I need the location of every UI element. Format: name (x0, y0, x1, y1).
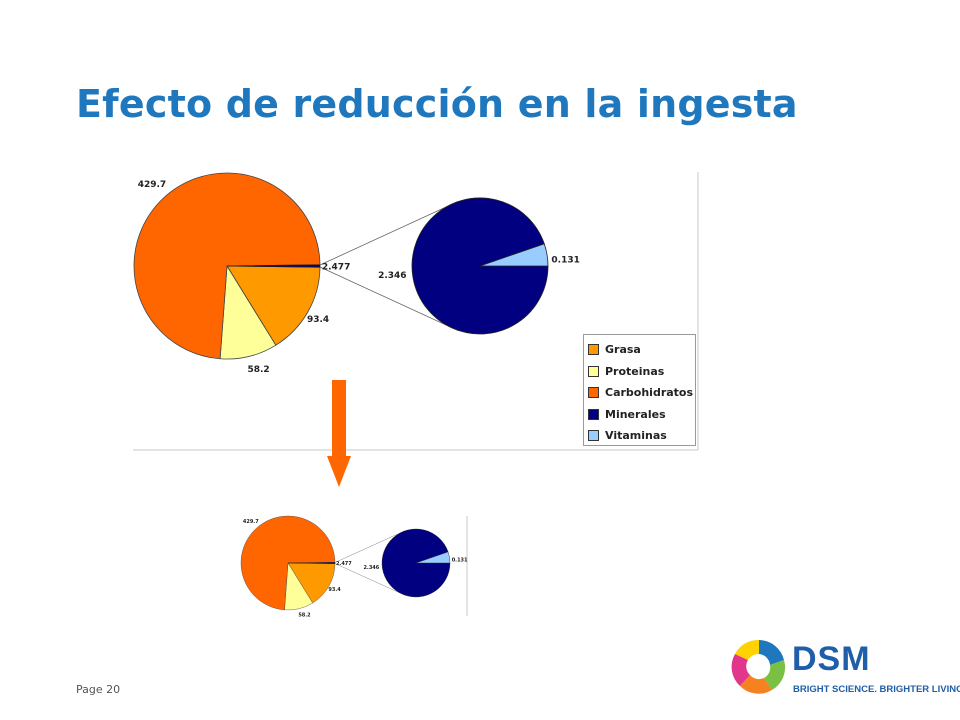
data-label-minerales: 2.346 (378, 271, 406, 281)
dsm-logo-icon (731, 639, 786, 694)
data-label-proteinas: 58.2 (298, 613, 311, 619)
pie-slice-vitaminas (479, 243, 549, 267)
pie-of-pie-chart-small: 429.7 93.4 58.2 2.477 2.346 0.131 (240, 515, 468, 619)
dsm-wordmark: DSM (792, 640, 871, 678)
legend-label: Minerales (605, 407, 666, 421)
pie-slice-vitaminas (415, 551, 451, 564)
connector-line-bottom (319, 266, 459, 331)
page-number: Page 20 (76, 683, 121, 696)
down-arrow-icon (327, 380, 351, 487)
legend-item-carbohidratos: Carbohidratos (588, 382, 695, 404)
data-label-grasa: 93.4 (307, 315, 329, 325)
dsm-tagline: BRIGHT SCIENCE. BRIGHTER LIVING. (793, 684, 960, 695)
data-label-grasa: 93.4 (328, 587, 341, 593)
chart-legend: Grasa Proteinas Carbohidratos Minerales Vita… (583, 334, 696, 446)
data-label-carbohidratos: 429.7 (138, 180, 166, 190)
legend-swatch (588, 344, 599, 356)
data-label-vitaminas: 0.131 (452, 557, 468, 563)
legend-swatch (588, 365, 599, 377)
dsm-logo: DSM BRIGHT SCIENCE. BRIGHTER LIVING. (726, 632, 960, 702)
connector-line-top (334, 530, 406, 563)
legend-label: Vitaminas (605, 429, 667, 443)
legend-item-vitaminas: Vitaminas (588, 425, 695, 447)
data-label-otros: 2.477 (336, 561, 352, 567)
connector-line-top (319, 201, 459, 266)
pie-of-pie-chart-large: 429.7 93.4 58.2 2.477 2.346 0.131 (133, 172, 699, 451)
legend-swatch (588, 387, 599, 399)
legend-label: Proteinas (605, 364, 665, 378)
slide-title: Efecto de reducción en la ingesta (76, 82, 798, 126)
legend-label: Grasa (605, 343, 641, 357)
legend-item-grasa: Grasa (588, 339, 695, 361)
legend-swatch (588, 408, 599, 420)
data-label-minerales: 2.346 (363, 565, 379, 571)
legend-swatch (588, 430, 599, 442)
data-label-carbohidratos: 429.7 (243, 519, 259, 525)
pie-slice-grasa (287, 562, 336, 604)
legend-label: Carbohidratos (605, 386, 694, 400)
data-label-vitaminas: 0.131 (551, 256, 579, 266)
connector-line-bottom (334, 563, 406, 596)
data-label-otros: 2.477 (322, 263, 350, 273)
pie-slice-grasa (226, 265, 321, 346)
legend-item-proteinas: Proteinas (588, 361, 695, 383)
legend-item-minerales: Minerales (588, 404, 695, 426)
data-label-proteinas: 58.2 (247, 365, 269, 375)
